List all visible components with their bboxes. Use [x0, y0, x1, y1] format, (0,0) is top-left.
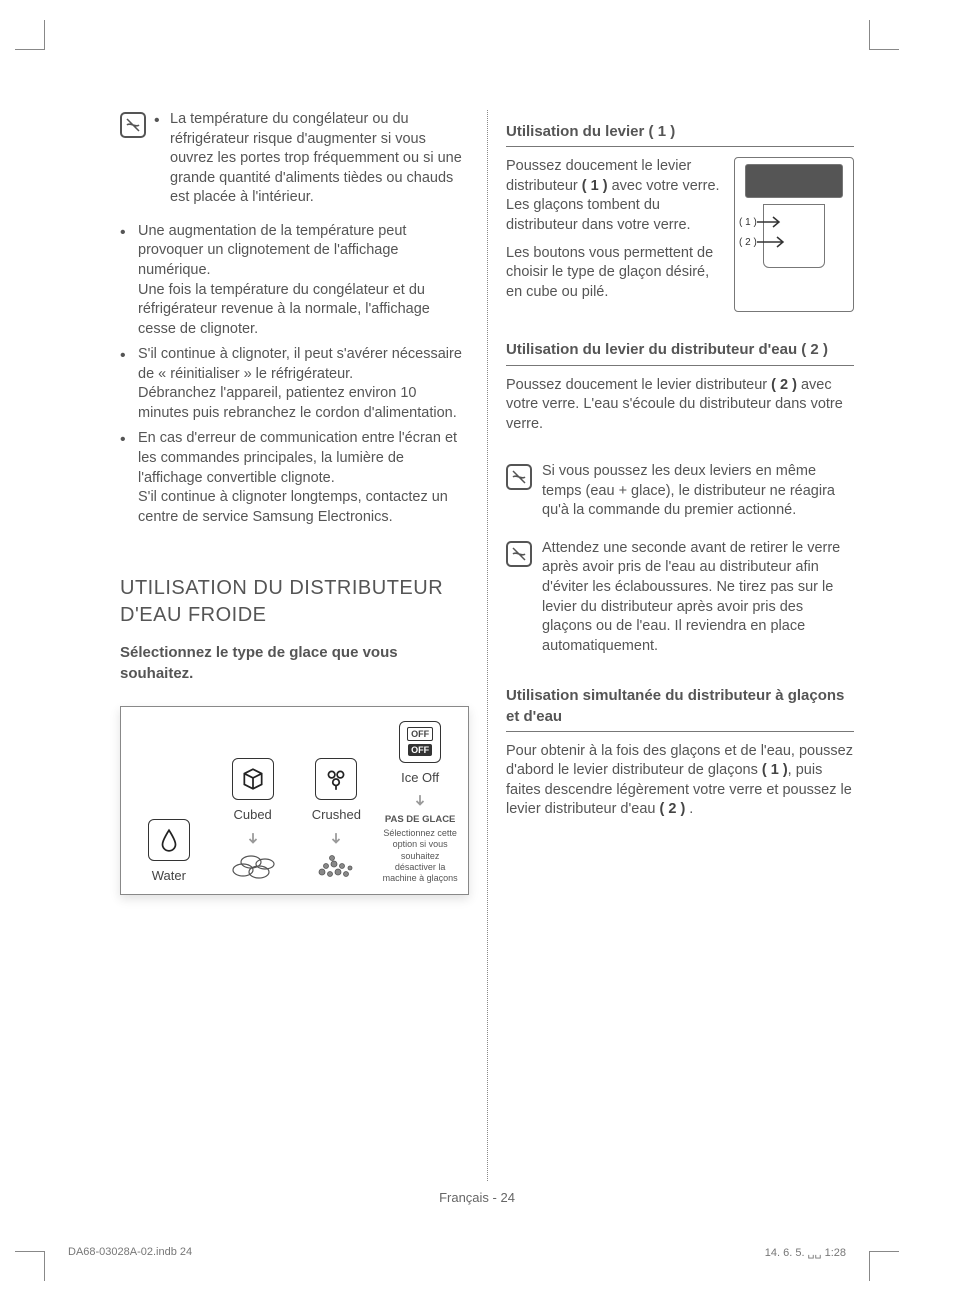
note-block: Attendez une seconde avant de retirer le… [506, 539, 854, 656]
left-column: La température du congélateur ou du réfr… [120, 110, 487, 1181]
cubes-figure [229, 852, 277, 880]
page-footer: Français - 24 [0, 1190, 954, 1205]
label: Ice Off [382, 769, 458, 787]
ice-type-panel: Water Cubed [120, 706, 469, 896]
caption-body: Sélectionnez cette option si vous souhai… [383, 828, 458, 883]
note-icon [120, 112, 146, 138]
text: S'il continue à clignoter longtemps, con… [138, 489, 448, 525]
paragraph: Poussez doucement le levier distributeur… [506, 376, 854, 435]
note-block: Si vous poussez les deux leviers en même… [506, 462, 854, 521]
subheading: Utilisation simultanée du distributeur à… [506, 686, 854, 732]
text: Une augmentation de la température peut … [138, 223, 406, 278]
label: Water [131, 867, 207, 885]
note-text: Si vous poussez les deux leviers en même… [542, 462, 854, 521]
subheading: Sélectionnez le type de glace que vous s… [120, 643, 469, 684]
note-block: La température du congélateur ou du réfr… [120, 110, 469, 214]
label: Crushed [299, 806, 375, 824]
print-time: 14. 6. 5. ␣␣ 1:28 [765, 1246, 846, 1259]
bullet-item: La température du congélateur ou du réfr… [156, 110, 469, 208]
label: Cubed [215, 806, 291, 824]
ice-option-crushed: Crushed [299, 758, 375, 884]
crushed-figure [312, 852, 360, 880]
note-text: Attendez une seconde avant de retirer le… [542, 539, 854, 656]
text: Débranchez l'appareil, patientez environ… [138, 385, 457, 421]
ice-option-off: OFF OFF Ice Off PAS DE GLACE Sélectionne… [382, 721, 458, 885]
right-column: Utilisation du levier ( 1 ) ( 1 ) ( 2 ) … [487, 110, 854, 1181]
print-file: DA68-03028A-02.indb 24 [68, 1246, 192, 1259]
note-icon [506, 541, 532, 567]
paragraph: Pour obtenir à la fois des glaçons et de… [506, 742, 854, 820]
section-heading: UTILISATION DU DISTRIBUTEUR D'EAU FROIDE [120, 575, 469, 629]
bullet-list: Une augmentation de la température peut … [120, 222, 469, 527]
arrow-icon [755, 234, 795, 274]
note-icon [506, 464, 532, 490]
text: S'il continue à clignoter, il peut s'avé… [138, 346, 462, 382]
text: Une fois la température du congélateur e… [138, 282, 430, 337]
text: En cas d'erreur de communication entre l… [138, 430, 457, 485]
bullet-item: Une augmentation de la température peut … [120, 222, 469, 339]
dispenser-figure: ( 1 ) ( 2 ) [734, 157, 854, 312]
ice-option-cubed: Cubed [215, 758, 291, 884]
arrow-down-icon [413, 792, 427, 810]
ice-off-caption: PAS DE GLACE Sélectionnez cette option s… [382, 814, 458, 884]
arrow-down-icon [329, 830, 343, 848]
subheading: Utilisation du levier du distributeur d'… [506, 340, 854, 365]
bullet-item: En cas d'erreur de communication entre l… [120, 429, 469, 527]
arrow-down-icon [246, 830, 260, 848]
bullet-item: S'il continue à clignoter, il peut s'avé… [120, 345, 469, 423]
print-footer: DA68-03028A-02.indb 24 14. 6. 5. ␣␣ 1:28 [68, 1246, 846, 1259]
subheading: Utilisation du levier ( 1 ) [506, 122, 854, 147]
ice-option-water: Water [131, 819, 207, 885]
caption-title: PAS DE GLACE [382, 814, 458, 826]
